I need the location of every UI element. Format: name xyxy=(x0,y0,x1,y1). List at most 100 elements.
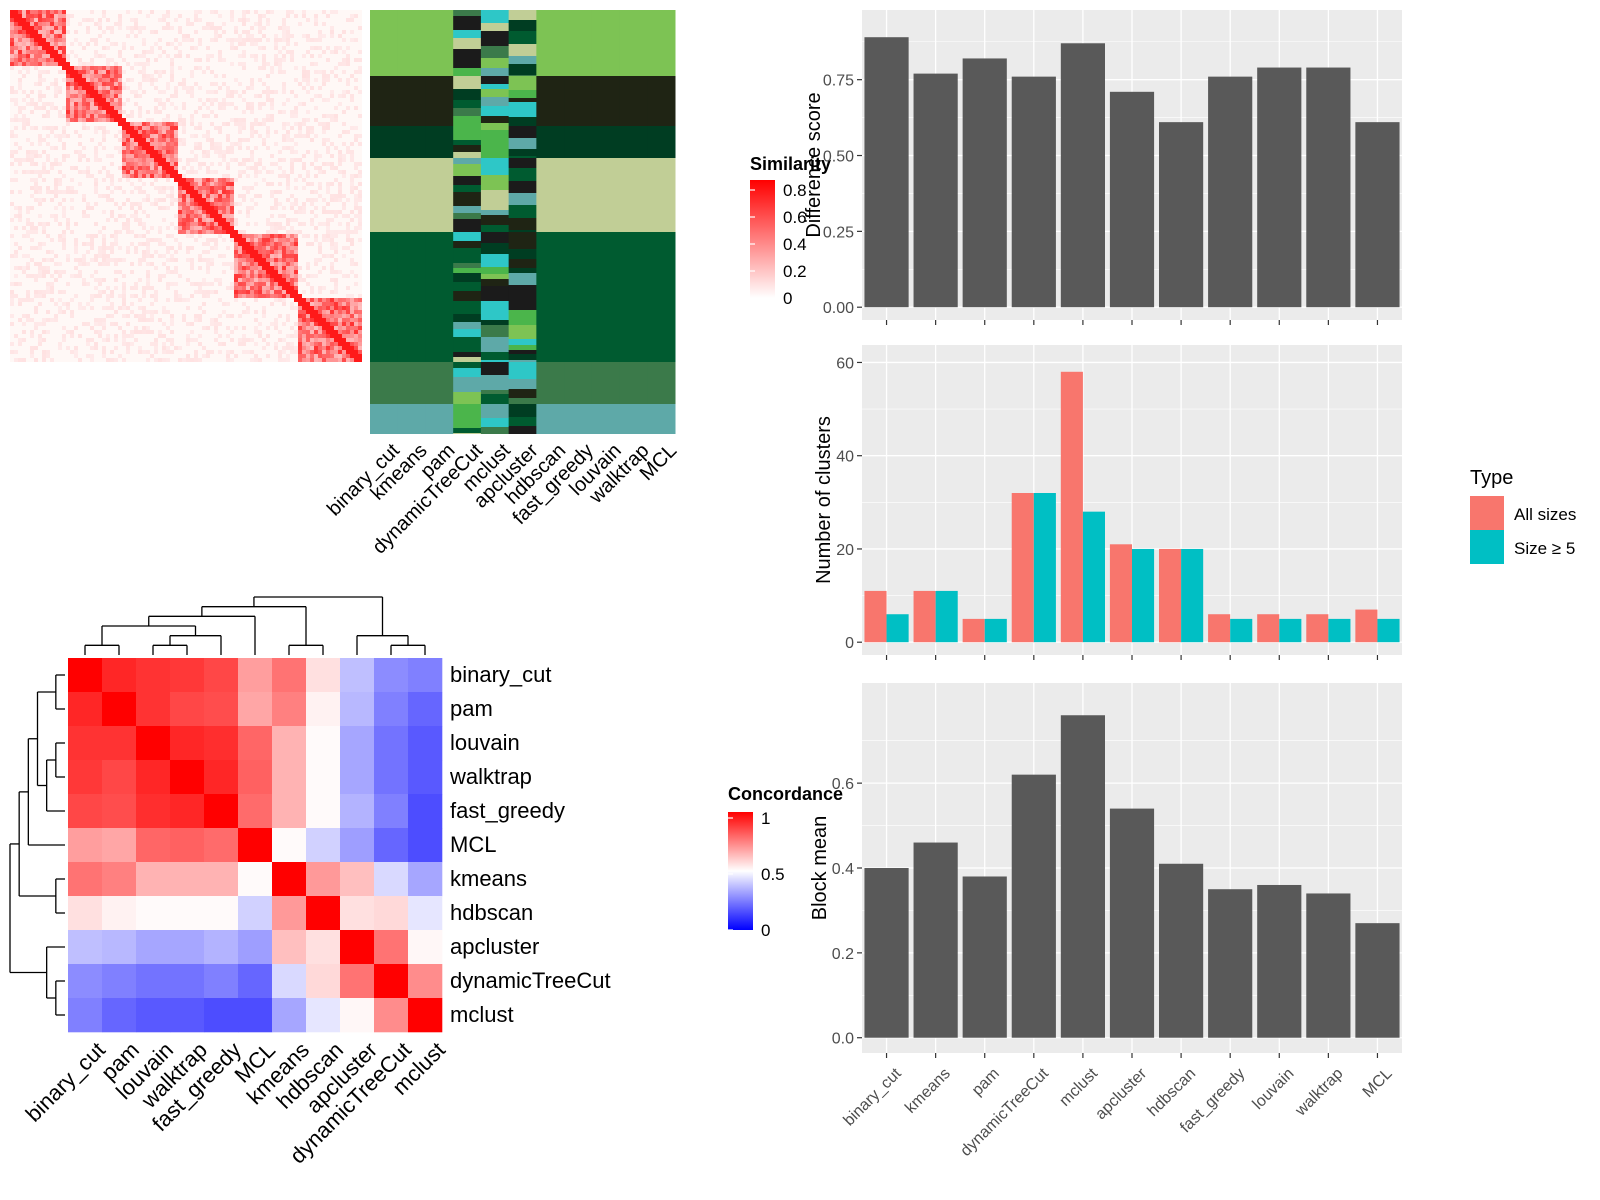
similarity-cell xyxy=(62,54,66,58)
similarity-cell xyxy=(142,122,146,126)
similarity-cell xyxy=(122,70,126,74)
bar-size-ge5 xyxy=(1033,493,1056,643)
similarity-cell xyxy=(18,30,22,34)
similarity-cell xyxy=(42,102,46,106)
similarity-cell xyxy=(322,330,326,334)
similarity-cell xyxy=(322,302,326,306)
similarity-cell xyxy=(350,174,354,178)
similarity-cell xyxy=(318,54,322,58)
similarity-cell xyxy=(346,354,350,358)
similarity-cell xyxy=(246,174,250,178)
similarity-cell xyxy=(22,226,26,230)
similarity-cell xyxy=(62,334,66,338)
similarity-cell xyxy=(78,70,82,74)
similarity-cell xyxy=(66,118,70,122)
similarity-cell xyxy=(294,278,298,282)
similarity-cell xyxy=(178,26,182,30)
similarity-cell xyxy=(166,246,170,250)
similarity-cell xyxy=(30,42,34,46)
similarity-cell xyxy=(34,150,38,154)
concordance-legend-tick-label: 1 xyxy=(761,809,770,828)
similarity-cell xyxy=(54,42,58,46)
similarity-cell xyxy=(102,250,106,254)
concordance-cell xyxy=(374,760,409,795)
similarity-cell xyxy=(246,38,250,42)
similarity-cell xyxy=(130,214,134,218)
similarity-cell xyxy=(74,82,78,86)
similarity-cell xyxy=(218,58,222,62)
similarity-cell xyxy=(358,70,362,74)
similarity-cell xyxy=(58,50,62,54)
similarity-cell xyxy=(22,50,26,54)
similarity-cell xyxy=(330,94,334,98)
similarity-cell xyxy=(214,26,218,30)
similarity-cell xyxy=(322,298,326,302)
similarity-cell xyxy=(218,54,222,58)
similarity-cell xyxy=(150,262,154,266)
similarity-cell xyxy=(138,150,142,154)
similarity-cell xyxy=(266,86,270,90)
similarity-cell xyxy=(110,98,114,102)
similarity-cell xyxy=(14,126,18,130)
similarity-cell xyxy=(310,198,314,202)
similarity-cell xyxy=(122,174,126,178)
similarity-cell xyxy=(290,278,294,282)
similarity-cell xyxy=(310,306,314,310)
similarity-cell xyxy=(158,130,162,134)
similarity-cell xyxy=(46,354,50,358)
similarity-cell xyxy=(350,294,354,298)
similarity-cell xyxy=(338,330,342,334)
similarity-cell xyxy=(246,266,250,270)
similarity-cell xyxy=(146,150,150,154)
similarity-cell xyxy=(186,190,190,194)
similarity-cell xyxy=(90,238,94,242)
similarity-cell xyxy=(338,326,342,330)
similarity-cell xyxy=(270,266,274,270)
similarity-cell xyxy=(214,218,218,222)
similarity-cell xyxy=(218,102,222,106)
similarity-cell xyxy=(158,186,162,190)
concordance-heatmap xyxy=(68,658,443,1033)
similarity-cell xyxy=(270,182,274,186)
similarity-cell xyxy=(290,258,294,262)
similarity-cell xyxy=(282,26,286,30)
similarity-cell xyxy=(342,346,346,350)
similarity-cell xyxy=(198,142,202,146)
similarity-cell xyxy=(14,294,18,298)
similarity-cell xyxy=(246,186,250,190)
similarity-cell xyxy=(106,106,110,110)
similarity-cell xyxy=(30,30,34,34)
similarity-cell xyxy=(82,262,86,266)
similarity-cell xyxy=(130,270,134,274)
similarity-cell xyxy=(62,34,66,38)
similarity-cell xyxy=(70,350,74,354)
partition-block xyxy=(508,98,537,102)
similarity-cell xyxy=(270,302,274,306)
similarity-cell xyxy=(122,226,126,230)
similarity-cell xyxy=(114,270,118,274)
similarity-cell xyxy=(10,90,14,94)
similarity-cell xyxy=(162,174,166,178)
similarity-cell xyxy=(146,142,150,146)
concordance-cell xyxy=(408,828,443,863)
concordance-cell xyxy=(306,658,341,693)
similarity-cell xyxy=(294,158,298,162)
similarity-cell xyxy=(274,46,278,50)
similarity-cell xyxy=(290,138,294,142)
similarity-cell xyxy=(78,94,82,98)
similarity-cell xyxy=(334,198,338,202)
similarity-cell xyxy=(270,206,274,210)
similarity-cell xyxy=(274,90,278,94)
concordance-cell xyxy=(68,760,103,795)
similarity-cell xyxy=(202,202,206,206)
similarity-cell xyxy=(262,306,266,310)
similarity-cell xyxy=(14,350,18,354)
similarity-cell xyxy=(318,154,322,158)
similarity-cell xyxy=(282,234,286,238)
similarity-cell xyxy=(122,166,126,170)
similarity-cell xyxy=(170,130,174,134)
similarity-cell xyxy=(22,22,26,26)
similarity-cell xyxy=(234,178,238,182)
similarity-cell xyxy=(358,330,362,334)
similarity-cell xyxy=(126,126,130,130)
